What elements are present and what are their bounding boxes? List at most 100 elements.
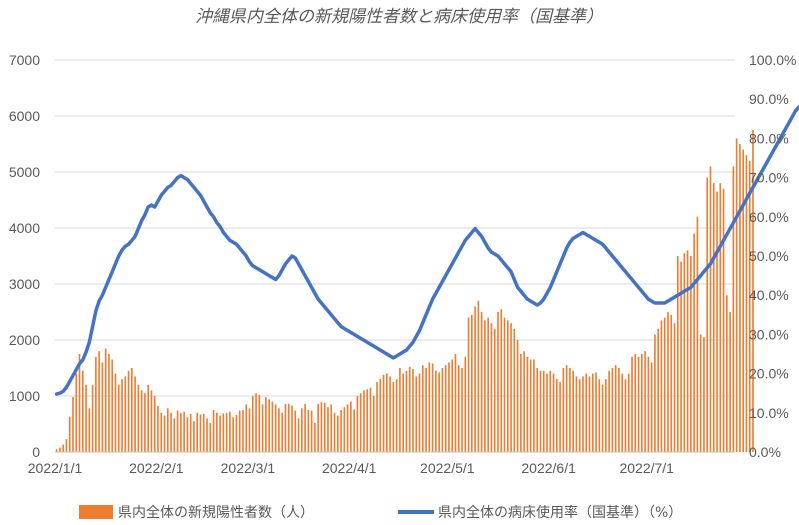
bar <box>121 379 123 452</box>
bar <box>506 320 509 452</box>
y-left-tick-label: 6000 <box>9 108 40 124</box>
bar <box>281 412 284 452</box>
bar <box>304 403 306 452</box>
bar <box>739 144 741 452</box>
bar <box>297 418 300 452</box>
bar <box>742 149 744 452</box>
bar <box>572 370 574 452</box>
bar <box>356 396 359 452</box>
bar <box>438 372 440 452</box>
y-left-tick-label: 3000 <box>9 276 40 292</box>
bar <box>251 396 254 452</box>
y-left-tick-label: 0 <box>32 444 40 460</box>
bar <box>706 177 709 452</box>
bar <box>382 374 385 452</box>
bar <box>582 376 584 452</box>
bar <box>660 320 663 452</box>
bar <box>712 183 715 452</box>
bar <box>471 314 473 452</box>
bar <box>441 368 444 452</box>
legend-line-label: 県内全体の病床使用率（国基準）（%） <box>438 504 682 521</box>
bar <box>421 365 424 452</box>
y-left-tick-label: 7000 <box>9 52 40 68</box>
bar <box>657 328 659 452</box>
y-right-tick-label: 0.0% <box>749 444 781 460</box>
bar <box>676 256 679 452</box>
bar <box>444 365 447 452</box>
bar <box>428 362 431 452</box>
bar <box>117 384 120 452</box>
bar <box>611 368 614 452</box>
bar <box>157 406 159 452</box>
bar <box>435 370 437 452</box>
bar <box>75 373 78 452</box>
bar <box>235 415 238 452</box>
bar <box>732 166 735 452</box>
bar <box>131 368 133 452</box>
bar-series <box>55 130 754 453</box>
y-right-tick-label: 100.0% <box>749 52 796 68</box>
bar <box>729 312 731 452</box>
bar <box>618 368 620 452</box>
bar <box>650 362 653 452</box>
bar <box>585 373 588 452</box>
bar <box>278 408 280 452</box>
y-right-tick-label: 80.0% <box>749 130 789 146</box>
bar <box>637 356 640 452</box>
bar <box>95 356 97 452</box>
x-tick-label: 2022/6/1 <box>521 460 576 476</box>
bar <box>480 312 483 452</box>
bar <box>310 410 313 452</box>
bar <box>405 370 408 452</box>
bar <box>418 373 421 452</box>
x-tick-label: 2022/5/1 <box>420 460 475 476</box>
bar <box>484 320 486 452</box>
bar <box>474 306 476 452</box>
y-right-tick-label: 70.0% <box>749 170 789 186</box>
bar <box>186 417 189 452</box>
bar <box>556 379 558 452</box>
y-left-tick-label: 5000 <box>9 164 40 180</box>
y-axis-left: 0 1000 2000 3000 4000 5000 6000 7000 <box>9 52 40 460</box>
bar <box>673 323 676 452</box>
legend: 県内全体の新規陽性者数（人） 県内全体の病床使用率（国基準）（%） <box>79 504 682 521</box>
bar <box>578 379 581 452</box>
bar <box>258 394 261 452</box>
bar <box>147 384 149 452</box>
y-right-tick-label: 30.0% <box>749 326 789 342</box>
bar <box>153 396 156 452</box>
bar <box>624 379 627 452</box>
x-tick-label: 2022/2/1 <box>129 460 184 476</box>
bar <box>222 413 225 452</box>
bar <box>500 309 503 452</box>
bar <box>160 412 163 452</box>
bar <box>529 359 532 452</box>
bar <box>654 334 656 452</box>
bar <box>206 418 208 452</box>
bar <box>124 376 127 452</box>
bar <box>314 422 316 452</box>
bar <box>683 253 686 452</box>
bar <box>68 416 71 452</box>
bar <box>111 359 114 452</box>
bar <box>448 362 450 452</box>
bar <box>487 317 489 452</box>
bar <box>536 368 539 452</box>
y-right-tick-label: 10.0% <box>749 405 789 421</box>
bar <box>176 410 179 452</box>
bar <box>595 372 597 452</box>
bar <box>88 408 91 452</box>
bar <box>307 410 310 452</box>
bar <box>327 407 329 452</box>
bar <box>454 354 457 452</box>
bar <box>686 250 689 452</box>
bar <box>150 390 153 452</box>
bar <box>591 373 594 452</box>
x-axis: 2022/1/1 2022/2/1 2022/3/1 2022/4/1 2022/5/1… <box>28 451 735 476</box>
bar <box>399 368 401 452</box>
bar <box>144 393 146 452</box>
bar <box>670 314 673 452</box>
bar <box>291 405 293 452</box>
bar <box>726 295 728 452</box>
bar <box>59 447 61 452</box>
